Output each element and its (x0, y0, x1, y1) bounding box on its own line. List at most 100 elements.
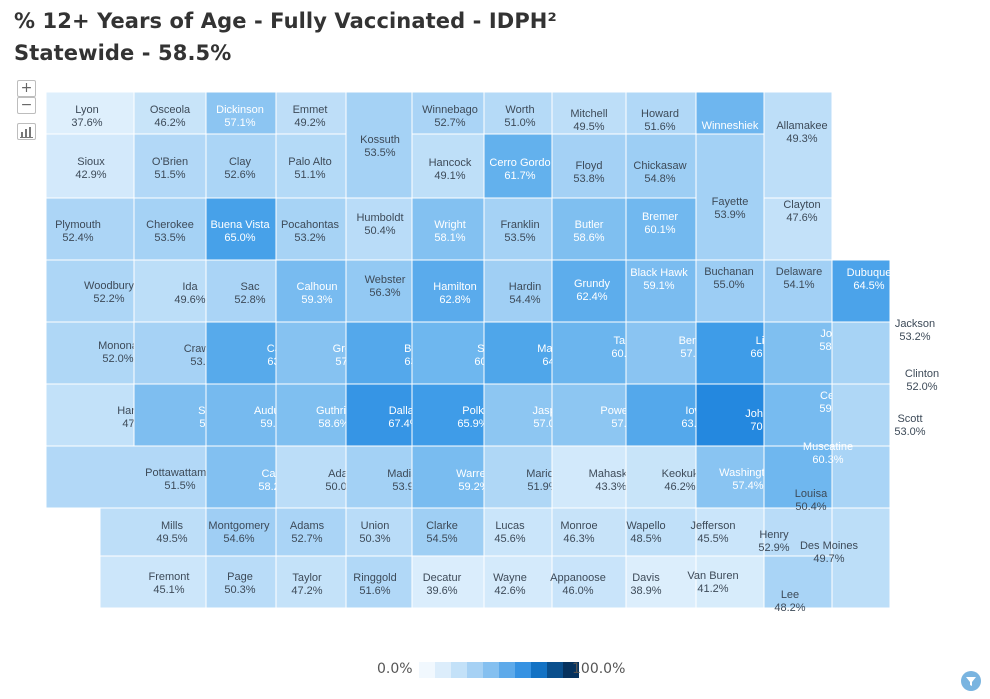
county-shape-worth[interactable] (483, 91, 553, 135)
chart-type-button[interactable] (17, 123, 36, 140)
county-shape-palo-alto[interactable] (275, 133, 347, 199)
county-shape-keokuk[interactable] (625, 445, 697, 509)
county-shape-crawford[interactable] (133, 321, 207, 385)
county-shape-wapello[interactable] (625, 507, 697, 557)
county-shape-benton[interactable] (625, 321, 697, 385)
county-shape-kossuth[interactable] (345, 91, 413, 199)
county-shape-webster[interactable] (345, 259, 413, 323)
county-shape-pottawattamie[interactable] (45, 445, 207, 509)
county-shape-johnson[interactable] (695, 383, 765, 447)
county-shape-butler[interactable] (551, 197, 627, 261)
zoom-in-button[interactable]: + (17, 80, 36, 97)
county-shape-taylor[interactable] (275, 555, 347, 609)
county-tama[interactable]: Tama60.8% (551, 321, 643, 385)
county-shape-fremont[interactable] (99, 555, 207, 609)
county-shape-wright[interactable] (411, 197, 485, 261)
county-shape-pocahontas[interactable] (275, 197, 347, 261)
county-shape-union[interactable] (345, 507, 413, 557)
county-iowa[interactable]: Iowa63.5% (625, 383, 713, 447)
county-shape-wayne[interactable] (483, 555, 553, 609)
county-shape-audubon[interactable] (205, 383, 277, 447)
county-shape-o-brien[interactable] (133, 133, 207, 199)
county-shape-montgomery[interactable] (205, 507, 277, 557)
county-shape-buena-vista[interactable] (205, 197, 277, 261)
county-shape-clarke[interactable] (411, 507, 485, 557)
county-shape-dubuque[interactable] (831, 259, 891, 323)
county-shape-washington[interactable] (695, 445, 765, 509)
county-shape-poweshiek[interactable] (551, 383, 627, 447)
county-shape-floyd[interactable] (551, 133, 627, 199)
county-shape-marshall[interactable] (483, 321, 553, 385)
county-shape-davis[interactable] (625, 555, 697, 609)
county-shape-delaware[interactable] (763, 259, 833, 323)
county-shape-calhoun[interactable] (275, 259, 347, 323)
county-shape-greene[interactable] (275, 321, 347, 385)
county-shape-grundy[interactable] (551, 259, 627, 323)
county-shape-shelby[interactable] (133, 383, 207, 447)
county-shape-emmet[interactable] (275, 91, 347, 135)
county-shape-des-moines[interactable] (831, 507, 891, 609)
county-shape-story[interactable] (411, 321, 485, 385)
county-shape-humboldt[interactable] (345, 197, 413, 261)
county-shape-polk[interactable] (411, 383, 485, 447)
county-shape-winnebago[interactable] (411, 91, 485, 135)
county-shape-black-hawk[interactable] (625, 259, 697, 323)
county-shape-louisa[interactable] (763, 507, 833, 557)
filter-button[interactable] (961, 671, 981, 691)
county-shape-allamakee[interactable] (763, 91, 833, 199)
county-shape-marion[interactable] (483, 445, 553, 509)
county-shape-jefferson[interactable] (695, 507, 765, 557)
